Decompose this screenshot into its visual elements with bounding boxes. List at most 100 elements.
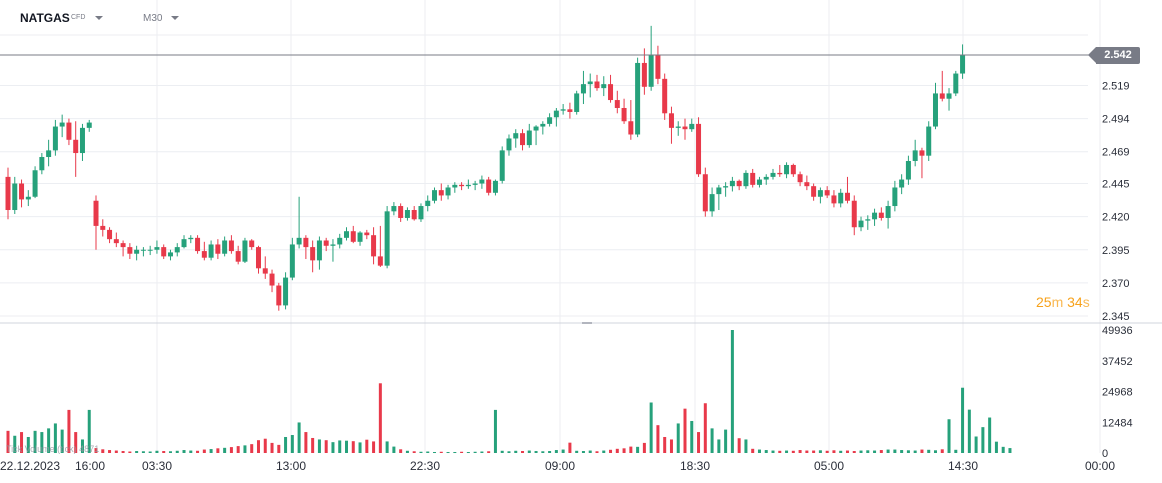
volume-bar [480, 451, 484, 453]
candle [560, 104, 566, 115]
candle [262, 256, 268, 279]
symbol-chevron-down-icon[interactable] [95, 16, 103, 20]
volume-bar [629, 446, 633, 453]
volume-bar [906, 450, 910, 453]
volume-bar [534, 451, 538, 453]
chart-axes: 2.519 2.494 2.469 2.445 2.420 2.395 2.370 2.345… [0, 80, 1133, 473]
candle [195, 235, 201, 254]
volume-bar [493, 409, 497, 453]
candle-body [107, 229, 113, 240]
volume-bar [649, 402, 653, 453]
candle [228, 235, 234, 254]
candle [161, 244, 167, 260]
candle [939, 70, 945, 102]
candle-body [310, 247, 316, 261]
candle-body [635, 62, 641, 135]
candle-body [696, 123, 702, 175]
candle-body [283, 277, 289, 306]
candle-body [289, 244, 295, 278]
candle [120, 240, 126, 257]
candle [364, 229, 370, 240]
candle-body [357, 232, 363, 242]
candle-body [228, 240, 234, 252]
volume-bar [148, 451, 152, 453]
time-tick-label: 03:30 [142, 459, 172, 473]
candle-body [242, 240, 248, 262]
price-tick-label: 2.519 [1102, 80, 1130, 92]
candle [181, 235, 187, 249]
candle-body [59, 122, 65, 127]
candle [323, 237, 329, 252]
volume-bar [764, 450, 768, 453]
candle-body [201, 251, 207, 258]
candle [709, 187, 715, 217]
candle [824, 186, 830, 199]
candle [472, 180, 478, 191]
candle-body [621, 107, 627, 122]
volume-bar [338, 440, 342, 453]
candle [770, 168, 776, 180]
volume-bar [20, 432, 24, 453]
volume-bar [568, 442, 572, 453]
candle-body [858, 220, 864, 228]
candle [222, 236, 228, 257]
candle [459, 182, 465, 191]
volume-bar [466, 452, 470, 454]
volume-bar [737, 438, 741, 453]
timeframe-selector[interactable]: M30 [143, 13, 163, 24]
pane-resize-handle[interactable] [582, 322, 592, 324]
candle [838, 188, 844, 208]
candle-body [526, 130, 532, 146]
candle [844, 176, 850, 204]
time-tick-label: 22.12.2023 [0, 459, 60, 473]
volume-bar [155, 450, 159, 453]
candle [675, 121, 681, 136]
candle-countdown: 25m 34s [1036, 294, 1090, 310]
volume-tick-label: 12484 [1102, 417, 1133, 429]
volume-bar [669, 439, 673, 453]
candle-body [553, 110, 559, 118]
volume-bar [927, 449, 931, 453]
candle-body [161, 247, 167, 257]
candle-body [628, 121, 634, 135]
candle [892, 180, 898, 212]
volume-bar [426, 451, 430, 453]
timeframe-chevron-down-icon[interactable] [171, 16, 179, 20]
candle [662, 73, 668, 120]
candle [851, 195, 857, 236]
candle-body [729, 180, 735, 187]
symbol-selector[interactable]: NATGAS [20, 11, 70, 25]
volume-bar [994, 441, 998, 453]
volume-bar [162, 451, 166, 453]
candle [425, 195, 431, 212]
candle [100, 219, 106, 237]
volume-bar [825, 450, 829, 453]
candle [784, 162, 790, 179]
candle-body [932, 93, 938, 127]
candle-body [79, 127, 85, 154]
candle [865, 215, 871, 230]
candle-body [702, 174, 708, 212]
volume-histogram [6, 330, 1012, 454]
candle [608, 74, 614, 103]
candle [912, 139, 918, 167]
volume-bar [202, 449, 206, 453]
candle [174, 243, 180, 257]
candle [93, 195, 99, 250]
candle [289, 237, 295, 281]
candle [628, 100, 634, 140]
candle [553, 107, 559, 127]
volume-bar [108, 450, 112, 453]
volume-bar [683, 408, 687, 453]
candle-body [520, 133, 526, 146]
candle [946, 88, 952, 111]
candle [520, 129, 526, 151]
candle [492, 179, 498, 196]
candle-body [208, 244, 214, 258]
volume-bar [866, 450, 870, 453]
candle-body [46, 150, 52, 158]
candle-body [330, 244, 336, 246]
volume-bar [575, 450, 579, 453]
volume-bar [128, 451, 132, 453]
